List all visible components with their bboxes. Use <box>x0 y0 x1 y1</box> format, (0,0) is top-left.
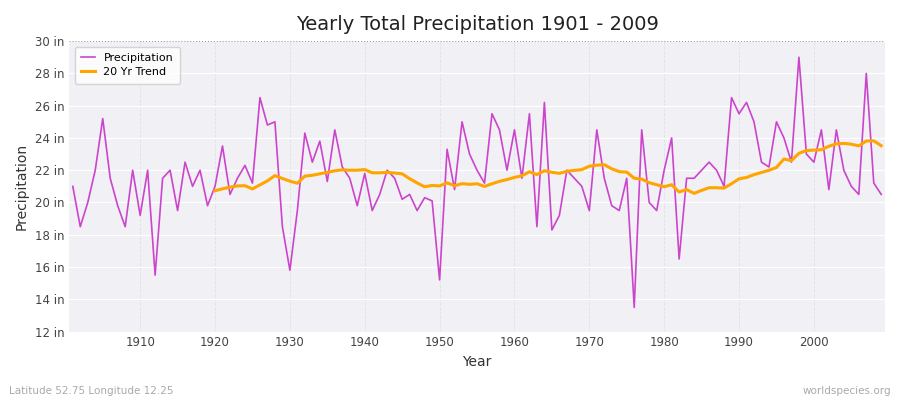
20 Yr Trend <box>210 188 220 193</box>
20 Yr Trend <box>868 138 879 143</box>
Text: Latitude 52.75 Longitude 12.25: Latitude 52.75 Longitude 12.25 <box>9 386 174 396</box>
Precipitation <box>794 55 805 60</box>
Precipitation <box>629 305 640 310</box>
Precipitation <box>876 192 886 197</box>
Title: Yearly Total Precipitation 1901 - 2009: Yearly Total Precipitation 1901 - 2009 <box>295 15 659 34</box>
20 Yr Trend <box>771 165 782 170</box>
20 Yr Trend <box>853 144 864 148</box>
20 Yr Trend <box>688 191 699 196</box>
20 Yr Trend <box>411 180 422 185</box>
Precipitation <box>68 184 78 189</box>
Precipitation <box>598 176 609 181</box>
20 Yr Trend <box>674 190 685 194</box>
Precipitation <box>292 208 302 213</box>
20 Yr Trend <box>876 143 886 148</box>
Precipitation <box>127 168 138 173</box>
Line: 20 Yr Trend: 20 Yr Trend <box>215 141 881 193</box>
Y-axis label: Precipitation: Precipitation <box>15 143 29 230</box>
Precipitation <box>501 168 512 173</box>
Precipitation <box>337 164 347 169</box>
X-axis label: Year: Year <box>463 355 491 369</box>
Legend: Precipitation, 20 Yr Trend: Precipitation, 20 Yr Trend <box>75 47 180 84</box>
Line: Precipitation: Precipitation <box>73 57 881 307</box>
Text: worldspecies.org: worldspecies.org <box>803 386 891 396</box>
Precipitation <box>509 128 520 132</box>
20 Yr Trend <box>300 174 310 178</box>
20 Yr Trend <box>786 158 796 163</box>
